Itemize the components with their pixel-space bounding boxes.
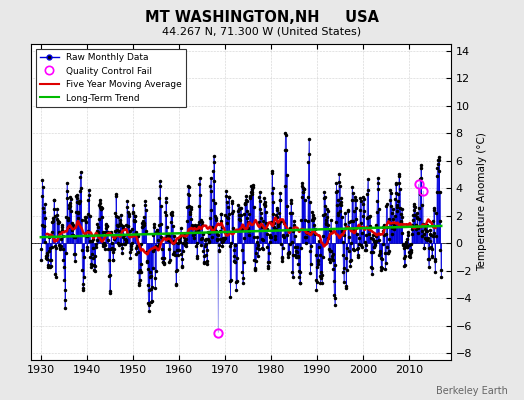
- Y-axis label: Temperature Anomaly (°C): Temperature Anomaly (°C): [477, 132, 487, 272]
- Text: Berkeley Earth: Berkeley Earth: [436, 386, 508, 396]
- Text: 44.267 N, 71.300 W (United States): 44.267 N, 71.300 W (United States): [162, 26, 362, 36]
- Text: MT WASHINGTON,NH     USA: MT WASHINGTON,NH USA: [145, 10, 379, 25]
- Legend: Raw Monthly Data, Quality Control Fail, Five Year Moving Average, Long-Term Tren: Raw Monthly Data, Quality Control Fail, …: [36, 48, 186, 107]
